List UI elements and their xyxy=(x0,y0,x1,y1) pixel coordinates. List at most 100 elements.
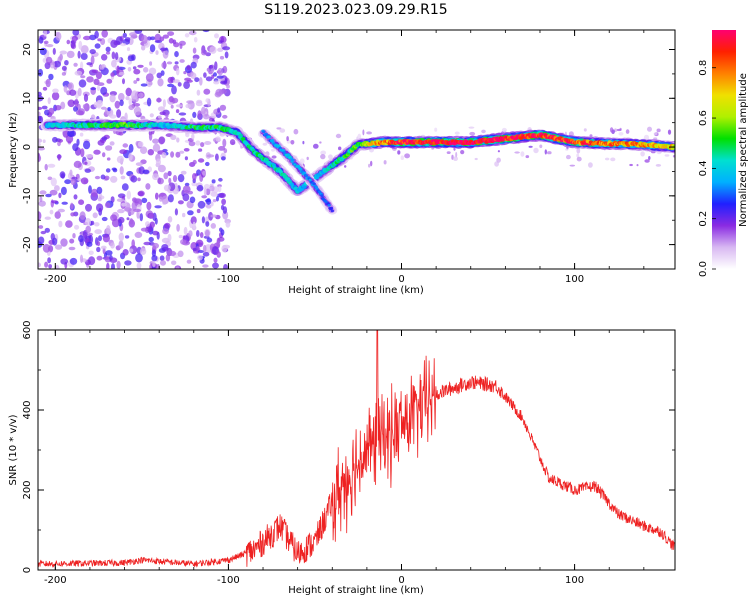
heatmap-noise-cell xyxy=(221,156,226,161)
heatmap-noise-cell xyxy=(99,64,105,70)
heatmap-noise-cell xyxy=(106,225,111,234)
heatmap-noise-cell xyxy=(197,110,202,118)
heatmap-noise-cell xyxy=(60,101,66,110)
heatmap-noise-cell xyxy=(167,76,174,84)
heatmap-noise-cell xyxy=(95,71,102,80)
heatmap-noise-cell xyxy=(191,181,197,187)
heatmap-noise-cell xyxy=(202,264,209,268)
heatmap-noise-cell xyxy=(38,115,44,124)
heatmap-noise-cell xyxy=(201,195,208,199)
heatmap-noise-cell xyxy=(196,89,201,96)
figure-title: S119.2023.023.09.29.R15 xyxy=(264,2,447,18)
heatmap-noise-cell xyxy=(155,158,161,166)
heatmap-noise-cell xyxy=(205,188,211,196)
heatmap-noise-cell xyxy=(174,61,179,65)
heatmap-noise-cell xyxy=(474,157,478,161)
heatmap-noise-cell xyxy=(128,98,133,106)
heatmap-noise-cell xyxy=(149,44,156,53)
heatmap-noise-cell xyxy=(90,188,98,198)
heatmap-noise-cell xyxy=(118,66,126,70)
heatmap-noise-cell xyxy=(175,109,180,114)
heatmap-noise-cell xyxy=(90,55,95,65)
heatmap-noise-cell xyxy=(146,97,152,107)
heatmap-noise-cell xyxy=(119,149,128,155)
heatmap-noise-cell xyxy=(104,202,111,209)
heatmap-noise-cell xyxy=(469,131,476,136)
heatmap-noise-cell xyxy=(97,99,103,107)
heatmap-noise-cell xyxy=(48,73,54,81)
heatmap-noise-cell xyxy=(434,127,438,132)
heatmap-noise-cell xyxy=(73,106,78,112)
heatmap-noise-cell xyxy=(497,150,500,153)
heatmap-noise-cell xyxy=(111,51,116,60)
heatmap-noise-cell xyxy=(501,127,507,133)
heatmap-noise-cell xyxy=(38,68,43,77)
heatmap-noise-cell xyxy=(157,177,164,185)
heatmap-noise-cell xyxy=(124,37,131,42)
x-tick-label: 0 xyxy=(398,575,404,586)
heatmap-noise-cell xyxy=(210,214,218,218)
heatmap-noise-cell xyxy=(85,154,94,158)
heatmap-noise-cell xyxy=(59,171,66,179)
heatmap-noise-cell xyxy=(199,232,204,238)
heatmap-noise-cell xyxy=(86,76,94,83)
heatmap-noise-cell xyxy=(152,242,160,249)
heatmap-noise-cell xyxy=(217,185,222,193)
heatmap-noise-cell xyxy=(122,143,129,148)
heatmap-ridge-cell xyxy=(238,133,243,138)
heatmap-noise-cell xyxy=(85,203,92,212)
heatmap-noise-cell xyxy=(80,45,89,54)
heatmap-noise-cell xyxy=(200,142,205,148)
heatmap-noise-cell xyxy=(186,79,193,83)
heatmap-noise-cell xyxy=(222,65,228,74)
heatmap-noise-cell xyxy=(112,168,118,173)
heatmap-noise-cell xyxy=(220,80,228,85)
heatmap-noise-cell xyxy=(161,244,169,251)
heatmap-noise-cell xyxy=(667,129,672,135)
heatmap-noise-cell xyxy=(203,72,207,78)
heatmap-noise-cell xyxy=(183,226,188,236)
heatmap-noise-cell xyxy=(177,174,185,183)
heatmap-noise-cell xyxy=(127,55,135,62)
heatmap-noise-cell xyxy=(583,128,587,132)
heatmap-noise-cell xyxy=(96,203,104,212)
heatmap-noise-cell xyxy=(588,162,593,168)
heatmap-noise-cell xyxy=(397,150,401,155)
heatmap-noise-cell xyxy=(131,239,135,249)
heatmap-noise-cell xyxy=(129,32,137,37)
heatmap-noise-cell xyxy=(152,260,156,268)
heatmap-noise-cell xyxy=(179,43,183,49)
heatmap-noise-cell xyxy=(58,220,63,228)
heatmap-noise-cell xyxy=(189,196,196,204)
heatmap-noise-cell xyxy=(290,140,295,145)
heatmap-noise-cell xyxy=(126,217,130,221)
heatmap-noise-cell xyxy=(79,211,86,220)
heatmap-noise-cell xyxy=(150,36,156,41)
heatmap-noise-cell xyxy=(48,264,52,269)
heatmap-noise-cell xyxy=(161,152,167,159)
heatmap-noise-cell xyxy=(162,227,170,235)
heatmap-noise-cell xyxy=(205,204,212,209)
heatmap-noise-cell xyxy=(80,75,86,79)
heatmap-noise-cell xyxy=(286,136,289,142)
heatmap-noise-cell xyxy=(118,71,125,76)
heatmap-noise-cell xyxy=(84,218,92,226)
heatmap-noise-cell xyxy=(76,138,80,146)
heatmap-noise-cell xyxy=(98,235,102,242)
heatmap-noise-cell xyxy=(77,87,82,97)
heatmap-noise-cell xyxy=(94,43,101,49)
heatmap-noise-cell xyxy=(137,141,144,148)
heatmap-noise-cell xyxy=(187,210,194,216)
heatmap-noise-cell xyxy=(618,132,624,136)
heatmap-noise-cell xyxy=(156,72,162,79)
heatmap-noise-cell xyxy=(89,49,96,55)
colorbar-tick-label: 0.4 xyxy=(698,160,709,176)
heatmap-noise-cell xyxy=(135,253,143,263)
heatmap-noise-cell xyxy=(576,147,581,154)
heatmap-noise-cell xyxy=(51,200,59,204)
heatmap-noise-cell xyxy=(100,106,107,110)
heatmap-noise-cell xyxy=(124,235,130,239)
heatmap-noise-cell xyxy=(117,208,123,213)
heatmap-noise-cell xyxy=(205,221,210,227)
